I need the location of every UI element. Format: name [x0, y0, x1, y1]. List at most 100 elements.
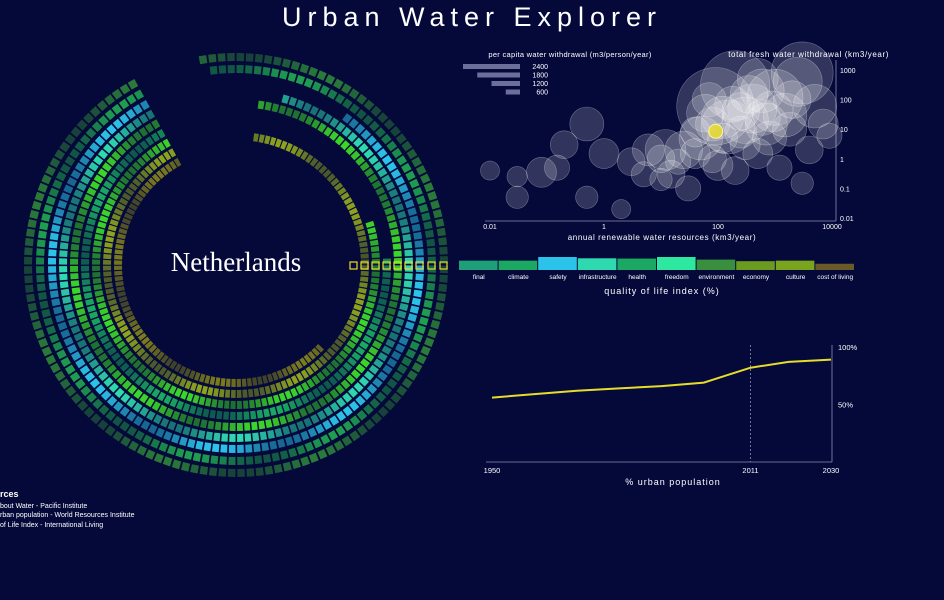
radial-segment[interactable] — [116, 340, 126, 350]
radial-segment[interactable] — [423, 182, 434, 193]
radial-segment[interactable] — [101, 209, 111, 217]
radial-segment[interactable] — [207, 420, 215, 430]
radial-segment[interactable] — [355, 363, 366, 374]
radial-segment[interactable] — [96, 192, 107, 201]
radial-segment[interactable] — [103, 319, 114, 328]
radial-segment[interactable] — [66, 177, 77, 187]
radial-segment[interactable] — [384, 207, 394, 216]
radial-segment[interactable] — [383, 118, 395, 130]
radial-segment[interactable] — [345, 374, 356, 385]
radial-segment[interactable] — [253, 65, 262, 75]
radial-segment[interactable] — [84, 371, 95, 382]
radial-segment[interactable] — [364, 352, 375, 362]
radial-segment[interactable] — [300, 369, 309, 379]
radial-segment[interactable] — [63, 303, 73, 312]
radial-segment[interactable] — [427, 191, 438, 201]
radial-segment[interactable] — [48, 282, 58, 290]
radial-segment[interactable] — [360, 129, 372, 140]
radial-segment[interactable] — [295, 99, 305, 110]
radial-segment[interactable] — [243, 400, 249, 409]
radial-segment[interactable] — [114, 265, 123, 271]
radial-segment[interactable] — [195, 440, 204, 450]
radial-segment[interactable] — [73, 332, 84, 342]
radial-segment[interactable] — [133, 415, 144, 427]
radial-segment[interactable] — [128, 319, 138, 328]
radial-segment[interactable] — [295, 75, 306, 85]
radial-segment[interactable] — [103, 180, 113, 190]
radial-segment[interactable] — [267, 396, 274, 406]
radial-segment[interactable] — [250, 410, 257, 420]
radial-segment[interactable] — [253, 133, 259, 142]
radial-segment[interactable] — [295, 384, 304, 395]
radial-segment[interactable] — [355, 346, 366, 356]
radial-segment[interactable] — [59, 281, 69, 289]
radial-segment[interactable] — [328, 430, 339, 441]
radial-segment[interactable] — [328, 376, 338, 386]
radial-segment[interactable] — [317, 384, 327, 394]
radial-segment[interactable] — [29, 311, 40, 321]
radial-segment[interactable] — [137, 189, 147, 198]
radial-segment[interactable] — [400, 226, 410, 234]
radial-segment[interactable] — [65, 311, 76, 320]
radial-segment[interactable] — [93, 284, 103, 291]
scatter-point[interactable] — [679, 138, 711, 169]
radial-segment[interactable] — [295, 148, 304, 158]
radial-segment[interactable] — [59, 250, 68, 257]
radial-segment[interactable] — [106, 230, 116, 237]
radial-segment[interactable] — [62, 296, 72, 304]
radial-segment[interactable] — [136, 173, 146, 183]
radial-segment[interactable] — [46, 195, 56, 206]
radial-segment[interactable] — [379, 291, 389, 299]
radial-segment[interactable] — [333, 182, 344, 191]
radial-segment[interactable] — [34, 329, 45, 339]
radial-segment[interactable] — [323, 380, 333, 390]
radial-segment[interactable] — [142, 434, 153, 445]
radial-segment[interactable] — [116, 238, 125, 245]
radial-segment[interactable] — [80, 346, 91, 356]
radial-segment[interactable] — [95, 384, 106, 395]
scatter-point[interactable] — [644, 129, 687, 171]
radial-segment[interactable] — [334, 135, 345, 146]
scatter-point[interactable] — [724, 115, 758, 149]
radial-segment[interactable] — [153, 414, 163, 425]
radial-segment[interactable] — [391, 350, 402, 361]
radial-segment[interactable] — [334, 338, 344, 348]
scatter-point[interactable] — [727, 83, 778, 134]
radial-segment[interactable] — [253, 443, 261, 453]
radial-segment[interactable] — [336, 397, 346, 408]
radial-segment[interactable] — [255, 467, 264, 476]
radial-segment[interactable] — [409, 178, 420, 189]
radial-segment[interactable] — [286, 365, 294, 375]
scatter-point[interactable] — [721, 92, 760, 131]
radial-segment[interactable] — [411, 156, 422, 168]
radial-segment[interactable] — [369, 398, 381, 409]
radial-segment[interactable] — [116, 145, 127, 156]
radial-segment[interactable] — [122, 329, 132, 338]
scatter-point[interactable] — [676, 67, 755, 146]
radial-segment[interactable] — [63, 184, 74, 194]
radial-segment[interactable] — [100, 335, 110, 345]
radial-segment[interactable] — [145, 449, 156, 460]
radial-segment[interactable] — [63, 336, 74, 347]
radial-segment[interactable] — [264, 135, 271, 145]
radial-segment[interactable] — [370, 105, 382, 117]
radial-segment[interactable] — [50, 362, 61, 374]
radial-segment[interactable] — [323, 393, 334, 403]
scatter-point[interactable] — [766, 154, 793, 181]
radial-segment[interactable] — [281, 58, 292, 68]
radial-segment[interactable] — [145, 109, 155, 120]
radial-segment[interactable] — [373, 161, 384, 171]
radial-segment[interactable] — [98, 352, 108, 363]
radial-segment[interactable] — [218, 468, 227, 477]
radial-segment[interactable] — [316, 109, 326, 120]
radial-segment[interactable] — [346, 202, 356, 211]
radial-segment[interactable] — [279, 70, 288, 80]
radial-segment[interactable] — [245, 456, 254, 465]
radial-segment[interactable] — [38, 337, 49, 348]
radial-segment[interactable] — [347, 357, 357, 367]
radial-segment[interactable] — [134, 430, 145, 441]
radial-segment[interactable] — [416, 324, 426, 335]
radial-segment[interactable] — [360, 270, 369, 277]
radial-segment[interactable] — [375, 127, 386, 138]
radial-segment[interactable] — [94, 233, 104, 241]
